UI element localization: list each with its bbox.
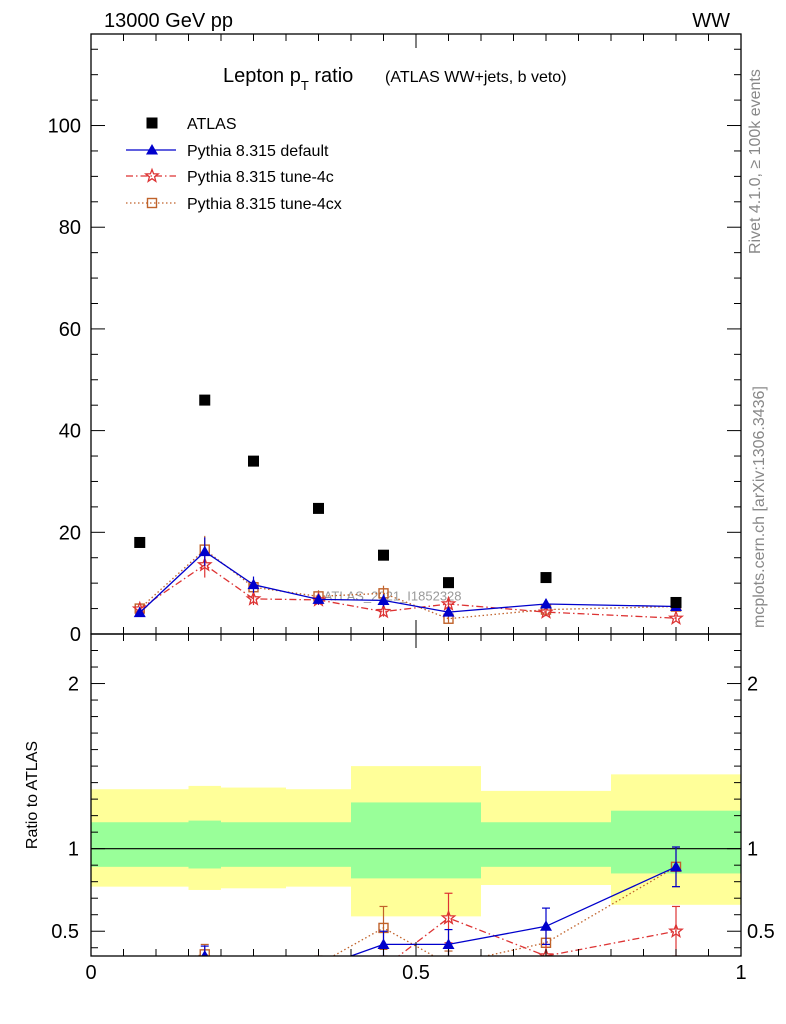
data-point: [540, 598, 552, 609]
ratio-point: [668, 922, 684, 939]
data-point: [133, 606, 146, 618]
y-tick-label-left: 2: [68, 674, 79, 696]
data-point: [198, 545, 211, 557]
ratio-point: [377, 961, 389, 973]
title-sub: T: [301, 78, 309, 93]
legend-marker-tune4c: [144, 167, 160, 183]
ratio-point: [135, 963, 144, 972]
legend-label-atlas: ATLAS: [187, 116, 237, 133]
y-tick-label: 20: [59, 522, 81, 544]
series-line-tune4c: [139, 564, 677, 619]
legend-marker-tune4cx: [146, 197, 158, 209]
ratio-point: [538, 947, 554, 956]
ratio-line-default: [202, 866, 677, 956]
data-point: [443, 577, 454, 589]
ratio-bands: [91, 766, 741, 917]
ratio-point: [540, 920, 552, 931]
ratio-point: [442, 938, 455, 949]
ratio-point: [377, 938, 390, 949]
y-axis-top: 0 20 40 60 80 100: [48, 48, 741, 646]
y-tick-label-left: 0.5: [51, 921, 79, 943]
ratio-point: [670, 860, 682, 872]
ratio-point: [440, 909, 457, 925]
series-tune4cx: [134, 535, 682, 624]
ratio-point: [134, 963, 146, 975]
data-point: [312, 593, 325, 604]
x-axis-top: [90, 34, 742, 634]
data-point: [377, 594, 390, 605]
energy-label: 13000 GeV pp: [104, 10, 233, 32]
y-axis-bottom: 0.5 0.5 1 1 2 2: [51, 650, 775, 949]
band-inner: [188, 820, 221, 869]
data-point: [540, 572, 552, 584]
ratio-point: [248, 960, 260, 971]
data-point: [245, 590, 262, 606]
y-tick-label-left: 1: [68, 839, 79, 861]
ratio-point: [201, 950, 209, 956]
ratio-plot-area: [134, 846, 684, 986]
ratio-point: [249, 965, 258, 974]
legend: ATLAS Pythia 8.315 default Pythia 8.315 tu…: [126, 116, 342, 213]
y-tick-label: 40: [59, 421, 81, 443]
watermark-label: ATLAS_2021_I1852328: [324, 588, 462, 603]
y-tick-label: 0: [70, 624, 81, 646]
y-tick-label: 60: [59, 319, 81, 341]
band-inner: [286, 822, 351, 867]
x-tick-label: 0: [85, 962, 96, 984]
ratio-point: [314, 960, 323, 969]
band-inner: [481, 822, 611, 867]
data-point: [668, 609, 684, 626]
legend-marker-atlas: [146, 117, 158, 129]
y-tick-label-right: 0.5: [747, 921, 775, 943]
data-point: [134, 536, 146, 548]
ratio-point: [313, 962, 325, 973]
y-tick-label-right: 2: [747, 674, 758, 696]
ratio-point: [204, 955, 205, 956]
band-inner: [351, 802, 416, 879]
x-axis-bottom: 0 0.5 1: [85, 634, 747, 984]
legend-label-default: Pythia 8.315 default: [187, 143, 329, 160]
series-atlas: [134, 394, 682, 608]
x-tick-label: 1: [735, 962, 746, 984]
data-point: [670, 596, 682, 608]
data-point: [196, 556, 213, 572]
legend-marker-default: [146, 144, 158, 155]
ratio-y-label: Ratio to ATLAS: [24, 741, 41, 849]
rivet-label: Rivet 4.1.0, ≥ 100k events: [747, 69, 764, 254]
ratio-line-tune4c: [397, 917, 677, 956]
data-point: [199, 394, 211, 406]
data-point: [247, 578, 260, 590]
process-label: WW: [692, 10, 730, 32]
data-point: [248, 455, 259, 467]
band-inner: [221, 822, 286, 867]
title-note: (ATLAS WW+jets, b veto): [385, 69, 567, 86]
band-inner: [91, 822, 189, 867]
y-tick-label-right: 1: [747, 839, 758, 861]
data-point: [538, 603, 554, 619]
band-inner: [416, 802, 481, 879]
title-main: Lepton p: [223, 65, 301, 87]
series-line-default: [139, 550, 677, 614]
ratio-point: [312, 963, 324, 975]
data-point: [378, 549, 389, 561]
ratio-point: [134, 970, 146, 981]
y-tick-label: 80: [59, 217, 81, 239]
y-tick-label: 100: [48, 116, 81, 138]
series-default: [133, 537, 682, 618]
data-point: [313, 502, 324, 514]
chart-title: Lepton pT ratio: [223, 65, 353, 93]
legend-label-tune4c: Pythia 8.315 tune-4c: [187, 169, 334, 186]
title-rest: ratio: [309, 65, 353, 87]
ratio-point: [444, 960, 453, 969]
mcplots-label: mcplots.cern.ch [arXiv:1306.3436]: [751, 386, 768, 628]
data-point: [442, 606, 455, 617]
data-point: [375, 603, 392, 619]
x-tick-label: 0.5: [402, 962, 430, 984]
legend-label-tune4cx: Pythia 8.315 tune-4cx: [187, 196, 342, 213]
main-plot-area: ATLAS_2021_I1852328: [131, 394, 684, 626]
ratio-point: [247, 974, 259, 986]
